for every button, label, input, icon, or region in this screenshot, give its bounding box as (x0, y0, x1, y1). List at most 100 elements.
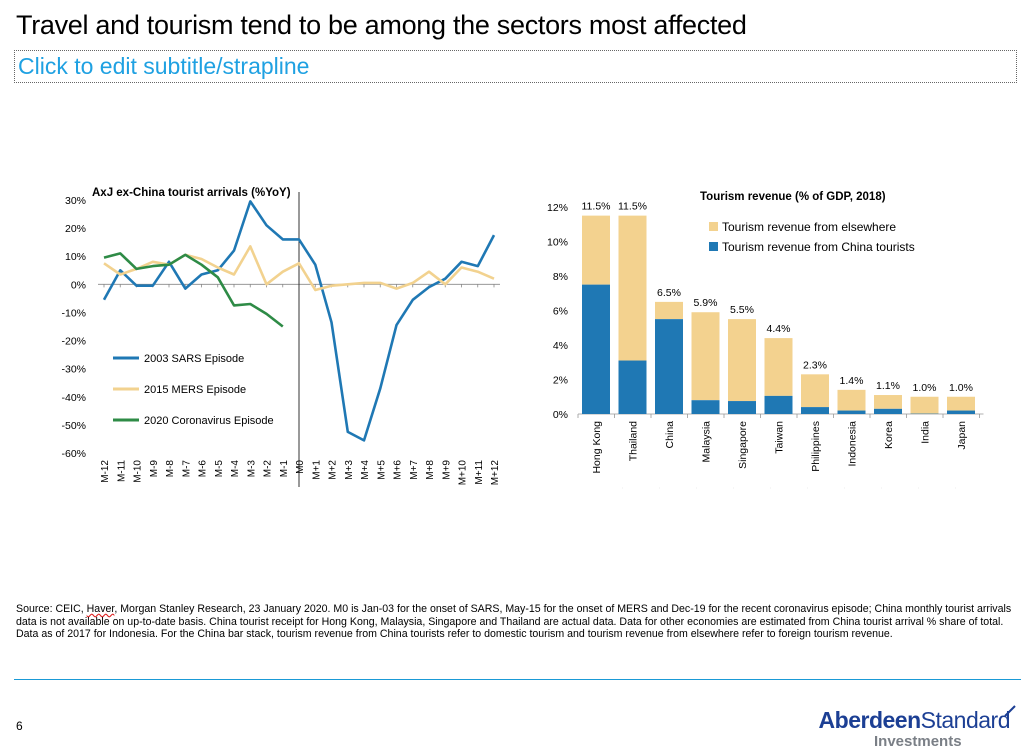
series-line (102, 200, 496, 442)
bar-total-label: 5.9% (694, 297, 718, 309)
logo-swoosh-icon (1004, 705, 1016, 717)
bar-chart-title: Tourism revenue (% of GDP, 2018) (700, 191, 886, 203)
bar-total-label: 1.4% (840, 375, 864, 387)
x-tick-label: M-10 (133, 460, 144, 483)
x-tick-label: M-2 (263, 460, 274, 478)
y-tick-label: 10% (65, 251, 86, 263)
y-tick-label: 0% (71, 279, 86, 291)
x-tick-label: M0 (295, 460, 306, 474)
y-tick-label: 0% (553, 409, 568, 421)
category-label: Malaysia (701, 421, 713, 463)
series-line (103, 252, 284, 328)
subtitle-text: Click to edit subtitle/strapline (18, 53, 310, 79)
y-tick-label: -10% (61, 307, 86, 319)
x-tick-label: M+2 (328, 460, 339, 480)
legend-label: Tourism revenue from elsewhere (722, 220, 896, 234)
series-line (103, 245, 495, 292)
bar-segment-china (947, 410, 975, 414)
bar-total-label: 4.4% (767, 323, 791, 335)
y-tick-label: 20% (65, 223, 86, 235)
x-tick-label: M+6 (393, 460, 404, 480)
bar-segment-elsewhere (764, 338, 793, 396)
y-tick-label: 2% (553, 375, 568, 387)
subtitle-placeholder[interactable]: Click to edit subtitle/strapline (14, 50, 1017, 83)
bar-segment-china (655, 319, 683, 414)
bar-segment-elsewhere (582, 215, 610, 285)
x-tick-label: M+10 (458, 460, 469, 486)
bar-total-label: 1.1% (876, 380, 900, 392)
bar-segment-china (801, 407, 829, 414)
x-tick-label: M-9 (149, 460, 160, 478)
category-label: Indonesia (847, 421, 859, 467)
source-haver: Haver (86, 603, 115, 615)
bar-segment-china (691, 400, 720, 414)
category-label: Japan (956, 421, 968, 450)
x-tick-label: M+5 (376, 460, 387, 480)
x-tick-label: M+8 (425, 460, 436, 480)
category-label: Taiwan (774, 421, 786, 454)
bar-segment-elsewhere (910, 396, 939, 414)
page-number: 6 (16, 719, 23, 733)
bar-segment-elsewhere (801, 374, 829, 408)
y-tick-label: 4% (553, 340, 568, 352)
category-label: Singapore (737, 421, 749, 469)
footer-divider (14, 679, 1021, 680)
x-tick-label: M-1 (279, 460, 290, 478)
bar-segment-china (764, 395, 793, 414)
bar-segment-china (837, 410, 866, 414)
x-tick-label: M-8 (165, 460, 176, 478)
bar-total-label: 1.0% (949, 382, 973, 394)
bar-segment-elsewhere (691, 312, 720, 401)
x-tick-label: M-4 (230, 460, 241, 478)
bar-segment-elsewhere (655, 301, 683, 320)
category-label: India (920, 421, 932, 444)
logo-line1: AberdeenStandard (818, 707, 1011, 734)
x-tick-label: M+1 (311, 460, 322, 480)
category-label: Philippines (810, 421, 822, 472)
legend-label: Tourism revenue from China tourists (722, 240, 915, 254)
logo-word-standard: Standard (920, 707, 1011, 733)
category-label: Thailand (628, 421, 640, 461)
category-label: China (664, 421, 676, 449)
x-tick-label: M-7 (181, 460, 192, 478)
legend-label: 2003 SARS Episode (144, 353, 244, 365)
y-tick-label: -50% (61, 420, 86, 432)
logo-word-aberdeen: Aberdeen (818, 707, 922, 733)
bar-segment-elsewhere (874, 395, 902, 409)
y-tick-label: -20% (61, 336, 86, 348)
x-tick-label: M+11 (474, 460, 485, 485)
x-tick-label: M-5 (214, 460, 225, 478)
bar-segment-elsewhere (947, 396, 975, 411)
x-tick-label: M-11 (116, 460, 127, 482)
bar-segment-china (582, 284, 610, 414)
x-tick-label: M+4 (360, 460, 371, 480)
legend-label: 2015 MERS Episode (144, 384, 246, 396)
bar-segment-china (618, 360, 647, 414)
x-tick-label: M+12 (490, 460, 501, 486)
y-tick-label: -30% (61, 364, 86, 376)
bar-total-label: 2.3% (803, 359, 827, 371)
line-chart-title: AxJ ex-China tourist arrivals (%YoY) (92, 187, 291, 199)
bar-total-label: 11.5% (618, 201, 647, 213)
company-logo: AberdeenStandard Investments (819, 705, 1016, 751)
bar-segment-china (874, 408, 902, 414)
source-post: , Morgan Stanley Research, 23 January 20… (16, 603, 1012, 641)
bar-segment-elsewhere (728, 319, 756, 402)
bar-total-label: 6.5% (657, 287, 681, 299)
x-tick-label: M-12 (100, 460, 111, 483)
x-tick-label: M-3 (246, 460, 257, 478)
y-tick-label: 30% (65, 195, 86, 207)
bar-total-label: 1.0% (913, 382, 937, 394)
bar-total-label: 11.5% (582, 201, 611, 213)
y-tick-label: -40% (61, 392, 86, 404)
legend-label: 2020 Coronavirus Episode (144, 415, 274, 427)
x-tick-label: M+9 (441, 460, 452, 480)
legend-swatch (709, 242, 718, 251)
category-label: Korea (883, 421, 895, 449)
bar-segment-elsewhere (837, 389, 866, 411)
x-tick-label: M+3 (344, 460, 355, 480)
y-tick-label: -60% (61, 448, 86, 460)
x-tick-label: M-6 (198, 460, 209, 478)
